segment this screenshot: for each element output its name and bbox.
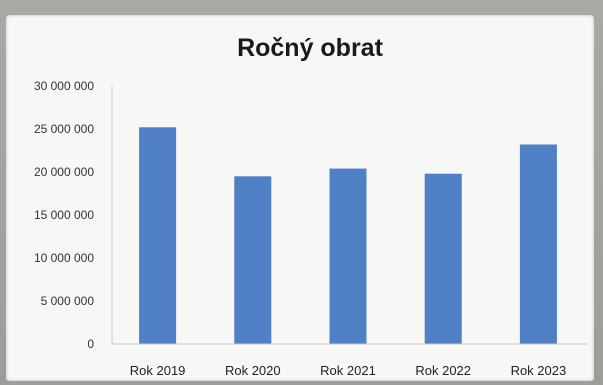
y-axis: 0 5 000 000 10 000 000 15 000 000 20 000 000… [34,79,113,351]
y-tick-label: 0 [87,337,94,351]
bar-rok-2021 [329,168,367,344]
y-tick-label: 10 000 000 [34,251,94,265]
chart-title: Ročný obrat [237,34,384,62]
y-tick-label: 5 000 000 [41,294,95,308]
x-tick-label: Rok 2019 [130,363,186,378]
bar-rok-2023 [519,144,557,344]
x-tick-label: Rok 2023 [511,363,567,378]
chart-card [6,15,594,381]
x-axis: Rok 2019 Rok 2020 Rok 2021 Rok 2022 Rok 2023 [112,343,588,378]
bar-rok-2022 [424,173,462,344]
x-tick-label: Rok 2020 [225,363,281,378]
y-tick-label: 25 000 000 [34,122,94,136]
y-tick-label: 20 000 000 [34,165,94,179]
x-tick-label: Rok 2021 [320,363,376,378]
bar-rok-2020 [234,176,272,344]
y-tick-label: 30 000 000 [34,79,94,93]
bars [139,127,557,344]
x-tick-label: Rok 2022 [415,363,471,378]
y-tick-label: 15 000 000 [34,208,94,222]
bar-rok-2019 [139,127,177,344]
